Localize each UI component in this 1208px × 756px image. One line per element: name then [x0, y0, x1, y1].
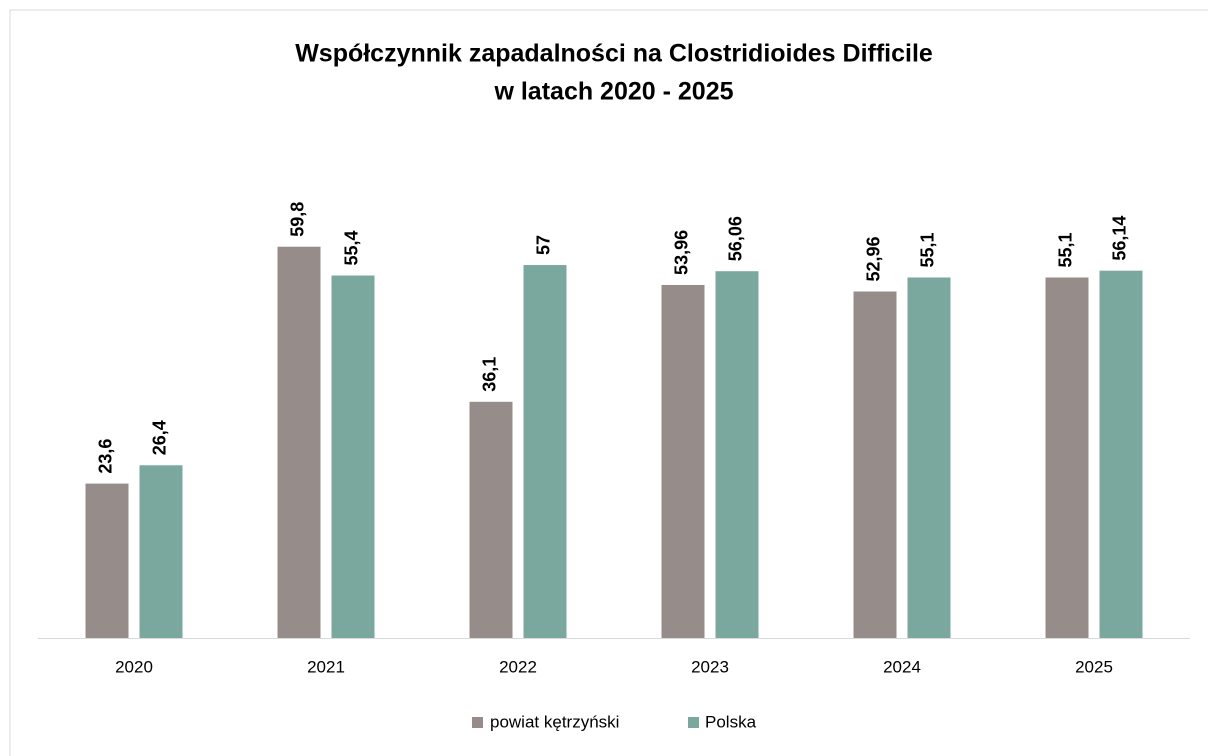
- chart-subtitle: w latach 2020 - 2025: [493, 78, 733, 106]
- data-label: 55,4: [342, 230, 362, 265]
- data-label: 36,1: [480, 357, 500, 392]
- legend-label: Polska: [705, 712, 757, 731]
- data-label: 53,96: [672, 230, 692, 275]
- bar: [907, 277, 951, 638]
- bar: [1045, 277, 1089, 638]
- x-tick-label: 2022: [499, 657, 537, 676]
- data-label: 56,14: [1110, 216, 1130, 261]
- data-label: 55,1: [1056, 232, 1076, 267]
- data-label: 55,1: [918, 232, 938, 267]
- x-tick-label: 2021: [307, 657, 345, 676]
- bar: [1099, 270, 1143, 638]
- x-tick-label: 2020: [115, 657, 153, 676]
- legend-label: powiat kętrzyński: [490, 712, 619, 731]
- data-label: 59,8: [288, 202, 308, 237]
- bar: [715, 271, 759, 638]
- data-label: 23,6: [96, 439, 116, 474]
- bar: [139, 465, 183, 638]
- x-tick-label: 2025: [1075, 657, 1113, 676]
- bar: [85, 483, 129, 638]
- legend-swatch: [688, 717, 699, 728]
- x-tick-label: 2024: [883, 657, 921, 676]
- data-label: 56,06: [726, 216, 746, 261]
- legend-swatch: [472, 717, 483, 728]
- bar: [661, 284, 705, 638]
- x-tick-label: 2023: [691, 657, 729, 676]
- data-label: 52,96: [864, 236, 884, 281]
- bar: [853, 291, 897, 638]
- data-label: 26,4: [150, 420, 170, 455]
- chart-title: Współczynnik zapadalności na Clostridioi…: [295, 40, 933, 68]
- bar: [523, 265, 567, 638]
- bar: [277, 246, 321, 639]
- data-label: 57: [534, 235, 554, 255]
- chart-frame: [9, 9, 1208, 756]
- bar: [469, 401, 513, 638]
- bar: [331, 275, 375, 638]
